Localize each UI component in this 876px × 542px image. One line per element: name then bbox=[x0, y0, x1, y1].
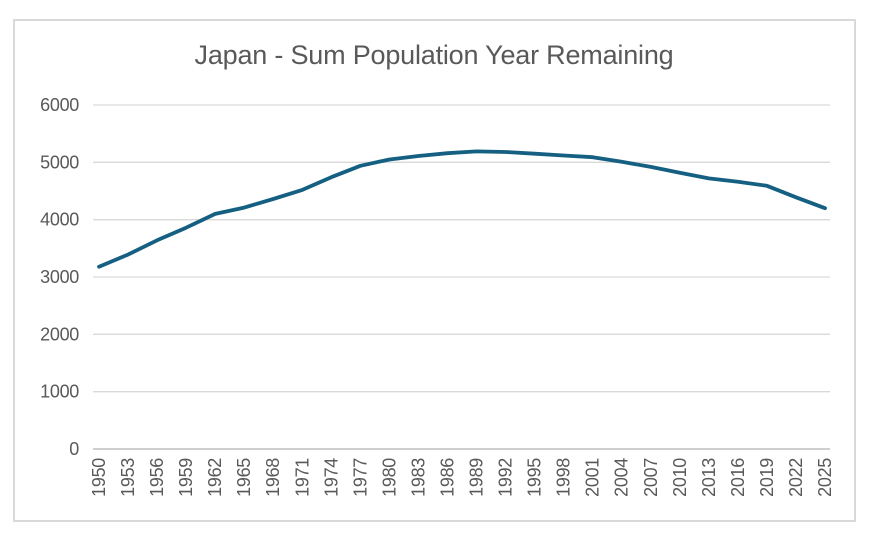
x-tick-label: 2013 bbox=[699, 458, 719, 497]
x-tick-label: 1956 bbox=[147, 458, 167, 497]
y-tick-label: 0 bbox=[69, 439, 79, 459]
y-tick-label: 1000 bbox=[40, 382, 79, 402]
y-axis-labels: 0 1000 2000 3000 4000 5000 6000 bbox=[40, 95, 79, 459]
x-tick-label: 1968 bbox=[263, 458, 283, 497]
gridlines bbox=[93, 104, 830, 450]
x-tick-label: 1959 bbox=[176, 458, 196, 497]
y-tick-label: 3000 bbox=[40, 267, 79, 287]
chart-title: Japan - Sum Population Year Remaining bbox=[195, 40, 674, 70]
chart-border bbox=[13, 19, 856, 522]
x-tick-label: 1992 bbox=[496, 458, 516, 497]
x-tick-label: 1965 bbox=[234, 458, 254, 497]
x-tick-label: 1962 bbox=[205, 458, 225, 497]
x-tick-label: 1977 bbox=[350, 458, 370, 497]
x-tick-label: 2022 bbox=[786, 458, 806, 497]
x-tick-label: 1953 bbox=[118, 458, 138, 497]
x-tick-label: 1974 bbox=[321, 458, 341, 497]
x-tick-label: 1995 bbox=[525, 458, 545, 497]
x-tick-label: 2001 bbox=[583, 458, 603, 497]
x-tick-label: 1989 bbox=[467, 458, 487, 497]
x-tick-label: 2007 bbox=[641, 458, 661, 497]
data-series-line bbox=[97, 149, 827, 269]
x-tick-label: 1980 bbox=[379, 458, 399, 497]
x-tick-label: 2016 bbox=[728, 458, 748, 497]
y-tick-label: 5000 bbox=[40, 152, 79, 172]
x-tick-label: 1950 bbox=[89, 458, 109, 497]
y-tick-label: 6000 bbox=[40, 95, 79, 115]
y-tick-label: 4000 bbox=[40, 210, 79, 230]
x-axis-labels: 1950 1953 1956 1959 1962 1965 1968 1971 1974 1977… bbox=[89, 458, 835, 497]
x-tick-label: 1986 bbox=[438, 458, 458, 497]
x-tick-label: 1971 bbox=[292, 458, 312, 497]
y-tick-label: 2000 bbox=[40, 324, 79, 344]
x-tick-label: 1983 bbox=[408, 458, 428, 497]
x-tick-label: 1998 bbox=[554, 458, 574, 497]
x-tick-label: 2010 bbox=[670, 458, 690, 497]
x-tick-label: 2025 bbox=[815, 458, 835, 497]
x-tick-label: 2019 bbox=[757, 458, 777, 497]
x-tick-label: 2004 bbox=[612, 458, 632, 497]
